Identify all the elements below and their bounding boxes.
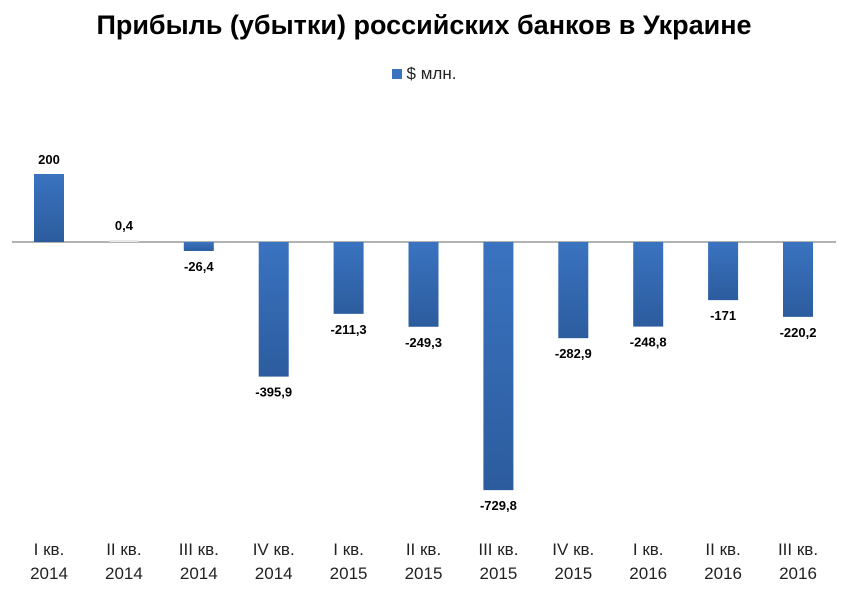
x-tick-label-year: 2016 (629, 564, 667, 583)
bar (558, 242, 589, 339)
x-tick-label-year: 2014 (180, 564, 218, 583)
data-label: -248,8 (630, 335, 667, 350)
legend-swatch (391, 69, 402, 79)
x-tick-label-year: 2014 (255, 564, 293, 583)
x-tick-label-quarter: III кв. (179, 540, 219, 559)
x-tick-label-quarter: IV кв. (552, 540, 594, 559)
legend-label: $ млн. (406, 64, 457, 83)
bar (708, 242, 739, 301)
legend: $ млн. (0, 64, 848, 84)
data-label: 200 (38, 152, 60, 167)
x-tick-label-year: 2015 (479, 564, 517, 583)
x-tick-label-year: 2016 (779, 564, 817, 583)
data-label: -171 (710, 308, 736, 323)
bar (483, 242, 514, 491)
chart-title: Прибыль (убытки) российских банков в Укр… (96, 10, 752, 40)
data-label: -395,9 (255, 385, 292, 400)
data-label: -249,3 (405, 335, 442, 350)
x-tick-label-quarter: III кв. (478, 540, 518, 559)
data-label: -282,9 (555, 346, 592, 361)
x-tick-label-quarter: I кв. (333, 540, 364, 559)
bar (34, 174, 64, 242)
bar (183, 242, 214, 251)
x-tick-label-quarter: II кв. (705, 540, 740, 559)
x-tick-label-year: 2014 (30, 564, 68, 583)
x-tick-label-year: 2015 (330, 564, 368, 583)
x-tick-label-quarter: IV кв. (253, 540, 295, 559)
bar (108, 240, 139, 242)
data-label: -220,2 (780, 325, 817, 340)
data-label: 0,4 (115, 218, 134, 233)
x-tick-label-year: 2014 (105, 564, 143, 583)
x-tick-label-quarter: I кв. (34, 540, 65, 559)
bar (258, 242, 289, 377)
bar (333, 242, 364, 314)
bar (783, 242, 813, 317)
x-tick-label-year: 2015 (405, 564, 443, 583)
x-tick-label-year: 2016 (704, 564, 742, 583)
x-tick-label-quarter: I кв. (633, 540, 664, 559)
x-tick-label-quarter: II кв. (106, 540, 141, 559)
bar (408, 242, 439, 327)
bar (633, 242, 664, 327)
data-label: -211,3 (331, 322, 367, 337)
x-tick-label-year: 2015 (554, 564, 592, 583)
data-label: -26,4 (184, 259, 214, 274)
data-label: -729,8 (480, 498, 517, 513)
x-tick-label-quarter: II кв. (406, 540, 441, 559)
x-tick-label-quarter: III кв. (778, 540, 818, 559)
